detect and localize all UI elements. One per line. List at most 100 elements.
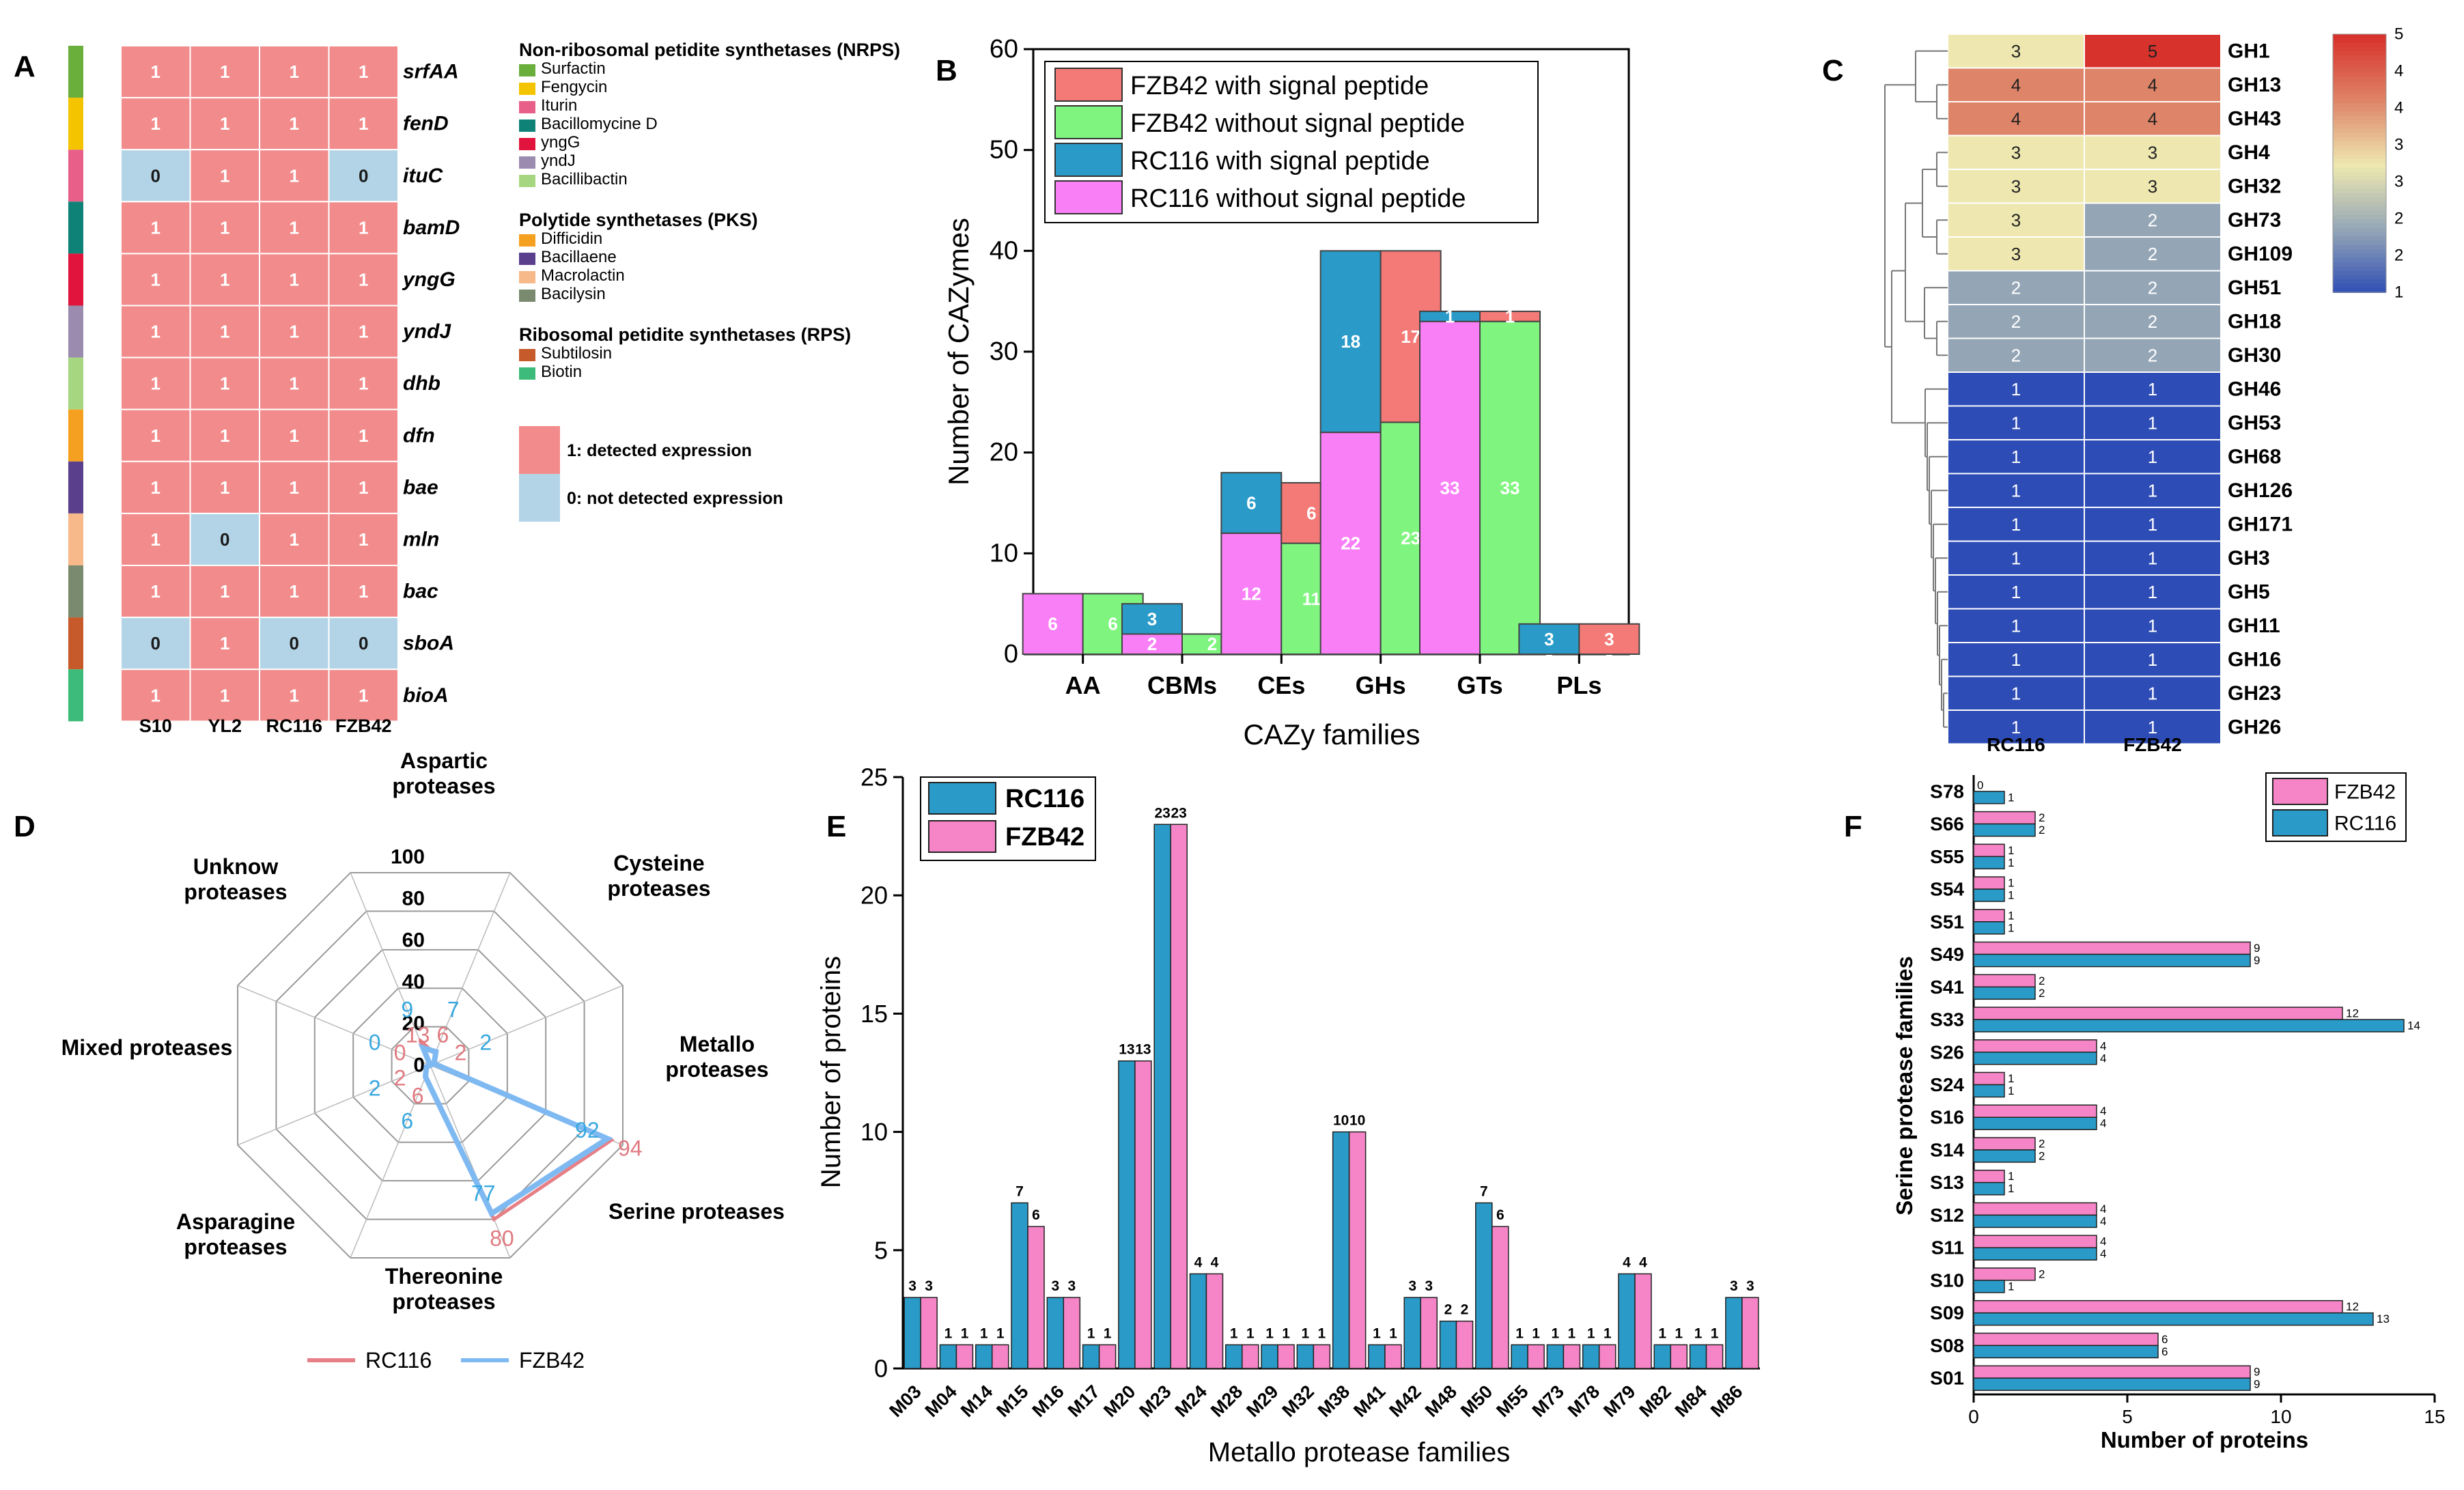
- x-category-label: M78: [1564, 1381, 1604, 1421]
- y-category-label: S78: [1930, 781, 1964, 802]
- heatmap-cell: [2084, 540, 2222, 576]
- stacked-bar-segment: [1518, 623, 1580, 656]
- colorbar-band: [2333, 197, 2386, 203]
- bar-value-label: 1: [961, 1325, 969, 1341]
- heatmap-cell: [259, 408, 330, 462]
- gh-row-label: GH109: [2228, 242, 2293, 265]
- heatmap-cell: [328, 356, 399, 410]
- y-tick-label: 0: [874, 1355, 888, 1383]
- bar-value-label: 17: [1401, 326, 1420, 347]
- cluster-color-strip: [68, 150, 83, 202]
- bar: [1046, 1297, 1065, 1369]
- heatmap-cell: [189, 201, 260, 255]
- bar: [975, 1344, 993, 1369]
- heatmap-cell-value: 1: [151, 581, 160, 602]
- bar: [1973, 1039, 2097, 1053]
- bar-value-label: 10: [1349, 1113, 1365, 1129]
- heatmap-cell-value: 1: [290, 425, 299, 446]
- radar-axis-label: Asparagine proteases: [176, 1209, 295, 1259]
- stacked-bar-segment: [1419, 320, 1481, 655]
- legend-label: FZB42 with signal peptide: [1130, 72, 1429, 100]
- bar: [904, 1297, 921, 1369]
- bar: [1689, 1344, 1707, 1369]
- colorbar-band: [2333, 89, 2386, 96]
- colorbar-band: [2333, 275, 2386, 281]
- heatmap-cell: [1947, 101, 2085, 137]
- radar-value-label: 2: [479, 1030, 492, 1054]
- heatmap-cell-value: 0: [151, 165, 160, 186]
- bar-value-label: 1: [1087, 1325, 1095, 1341]
- legend-label: RC116 with signal peptide: [1130, 147, 1430, 175]
- heatmap-cell-value: 1: [151, 425, 160, 446]
- heatmap-cell: [2084, 169, 2222, 204]
- heatmap-cell-value: 0: [359, 165, 368, 186]
- bar: [1027, 1226, 1045, 1369]
- heatmap-cell: [2084, 67, 2222, 102]
- gene-row-label: yngG: [402, 268, 456, 291]
- cluster-color-strip: [68, 617, 83, 670]
- heatmap-cell-value: 4: [2148, 109, 2157, 129]
- bar: [1973, 941, 2251, 955]
- y-category-label: S16: [1930, 1107, 1964, 1128]
- bar: [1973, 909, 2005, 923]
- heatmap-cell-value: 1: [151, 61, 160, 82]
- x-tick-label: 10: [2270, 1406, 2291, 1427]
- heatmap-cell-value: 1: [2011, 480, 2021, 501]
- bar-value-label: 1: [1532, 1325, 1540, 1341]
- heatmap-cell: [259, 565, 330, 619]
- cluster-legend-label: Subtilosin: [541, 344, 612, 363]
- bar-value-label: 1: [1265, 1325, 1274, 1341]
- legend-swatch: [2272, 778, 2328, 805]
- colorbar-band: [2333, 253, 2386, 259]
- bar-value-label: 1: [1658, 1325, 1666, 1341]
- gh-row-label: GH13: [2228, 74, 2281, 96]
- heatmap-cell-value: 3: [2011, 176, 2021, 197]
- bar-value-label: 2: [1444, 1302, 1453, 1318]
- gh-row-label: GH53: [2228, 412, 2281, 434]
- radar-value-label: 0: [369, 1030, 381, 1054]
- heatmap-cell-value: 2: [2148, 345, 2157, 365]
- heatmap-cell-value: 2: [2148, 277, 2157, 298]
- bar-value-label: 3: [1147, 608, 1157, 629]
- cluster-legend-swatch: [519, 101, 535, 113]
- colorbar-band: [2333, 81, 2386, 87]
- bar: [1973, 811, 2036, 825]
- cluster-group-title: Non-ribosomal petidite synthetases (NRPS…: [519, 40, 900, 60]
- radar-value-label: 6: [401, 1108, 413, 1133]
- heatmap-cell: [259, 356, 330, 410]
- y-category-label: S33: [1930, 1009, 1964, 1030]
- heatmap-cell-value: 1: [151, 529, 160, 550]
- gh-row-label: GH32: [2228, 175, 2281, 197]
- bar-value-label: 7: [1016, 1184, 1024, 1200]
- bar-value-label: 6: [1496, 1207, 1504, 1223]
- bar: [1277, 1344, 1295, 1369]
- bar: [1973, 1280, 2005, 1293]
- y-tick-label: 10: [990, 539, 1018, 567]
- heatmap-cell-value: 3: [2148, 176, 2157, 197]
- bar: [1134, 1060, 1152, 1369]
- y-category-label: S54: [1930, 879, 1964, 900]
- legend-swatch: [1054, 143, 1123, 177]
- heatmap-cell-value: 1: [2148, 649, 2157, 670]
- cluster-legend-label: Surfactin: [541, 59, 606, 78]
- colorbar-band: [2333, 163, 2386, 169]
- heatmap-cell: [328, 97, 399, 151]
- bar: [1634, 1273, 1652, 1369]
- bar-value-label: 10: [1333, 1113, 1349, 1129]
- heatmap-cell-value: 1: [2148, 514, 2157, 535]
- bar-value-label: 4: [2100, 1052, 2106, 1065]
- x-category-label: AA: [1065, 671, 1101, 699]
- radar-ring-label: 0: [413, 1054, 425, 1077]
- y-tick-label: 50: [990, 136, 1018, 165]
- y-category-label: S10: [1930, 1269, 1964, 1291]
- legend-swatch: [928, 782, 996, 815]
- radar-axis-label: Metallo proteases: [665, 1032, 768, 1082]
- heatmap-cell: [189, 45, 260, 99]
- cluster-color-strip: [68, 513, 83, 565]
- stacked-bar-segment: [1319, 250, 1382, 434]
- bar: [1973, 1181, 2005, 1196]
- cluster-legend-swatch: [519, 138, 535, 150]
- heatmap-cell-value: 1: [2011, 615, 2021, 636]
- bar-value-label: 13: [1119, 1042, 1134, 1058]
- colorbar-band: [2333, 145, 2386, 152]
